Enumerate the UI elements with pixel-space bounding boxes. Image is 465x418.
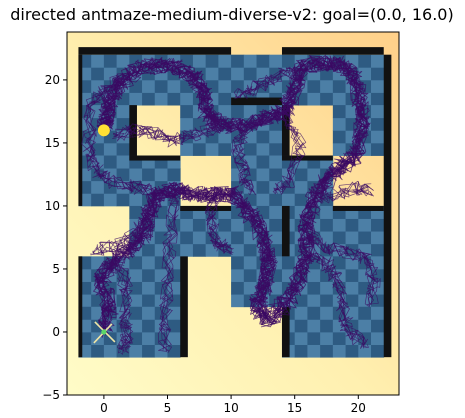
maze-wall-edge (281, 155, 333, 161)
maze-wall-edge (332, 205, 384, 211)
trajectory-line (96, 55, 371, 332)
trajectory-branch (310, 183, 374, 205)
trajectory-branch (204, 191, 232, 254)
maze-wall-edge (78, 54, 83, 206)
trajectory-branch (231, 131, 251, 190)
trajectory-branch (308, 253, 368, 348)
x-tick-label: 15 (287, 401, 302, 415)
maze-wall-edge (231, 97, 282, 106)
trajectory-branch (235, 66, 301, 100)
start-marker (101, 329, 107, 335)
x-tick-label: 5 (164, 401, 172, 415)
maze-wall-edge (281, 306, 290, 358)
y-axis: −5 0 5 10 15 20 (42, 73, 67, 402)
trajectory-branch (206, 194, 234, 254)
trajectory-branch (92, 209, 147, 254)
goal-marker (97, 124, 110, 137)
x-tick-label: 20 (351, 401, 366, 415)
trajectory-branch (96, 213, 156, 254)
trajectory-branch (275, 112, 306, 191)
trajectory-branch (233, 63, 308, 98)
trajectory-line (94, 57, 367, 325)
maze-cell (332, 205, 385, 257)
x-axis: 0 5 10 15 20 (100, 395, 366, 415)
chart-title: directed antmaze-medium-diverse-v2: goal… (10, 5, 453, 24)
y-tick-label: 10 (45, 199, 60, 213)
trajectory-branch (161, 194, 180, 353)
maze-cell (129, 256, 181, 308)
trajectory-line (94, 54, 370, 333)
x-tick-label: 10 (223, 401, 238, 415)
trajectory-branch (113, 262, 133, 354)
maze-wall-edge (383, 54, 392, 358)
maze-wall-edge (281, 47, 384, 55)
trajectory-branch (233, 130, 256, 195)
trajectory-branch (272, 113, 301, 195)
trajectory-branch (205, 195, 229, 251)
maze-wall-edge (180, 205, 232, 211)
trajectory-branch (235, 67, 299, 99)
y-tick-label: 20 (45, 73, 60, 87)
maze-wall-edge (129, 155, 181, 161)
maze-wall-edge (129, 105, 137, 156)
trajectory-branch (116, 265, 133, 351)
y-tick-label: −5 (42, 388, 60, 402)
trajectory-branch (302, 224, 379, 306)
trajectory-branch (84, 79, 161, 197)
trajectory-branch (158, 186, 178, 352)
maze-wall-edge (78, 256, 83, 358)
y-tick-label: 5 (52, 262, 60, 276)
maze-wall-edge (281, 105, 290, 156)
trajectory-branch (234, 133, 254, 192)
trajectory-branch (115, 262, 134, 355)
maze-walls (78, 47, 392, 358)
maze-wall-edge (281, 205, 290, 257)
y-tick-label: 0 (52, 325, 60, 339)
trajectory-branch (303, 221, 379, 306)
trajectory-branch (301, 222, 381, 307)
trajectory-branch (234, 64, 305, 99)
markers (93, 124, 116, 344)
trajectory-branch (303, 248, 365, 349)
y-tick-label: 15 (45, 136, 60, 150)
trajectory-branch (298, 224, 378, 305)
trajectory-branch (85, 75, 158, 196)
maze-cell (129, 306, 181, 358)
trajectory-branch (90, 209, 155, 256)
trajectory-branch (92, 208, 154, 256)
trajectory-branch (308, 181, 370, 206)
x-tick-label: 0 (100, 401, 108, 415)
trajectory-lines (81, 54, 381, 355)
trajectory-branch (303, 252, 369, 348)
trajectory-branch (311, 180, 374, 205)
trajectory-branch (113, 118, 224, 145)
plot-frame (66, 31, 400, 396)
trajectory-branch (205, 190, 233, 254)
trajectory-branch (304, 230, 379, 308)
trajectory-branch (82, 79, 160, 198)
trajectory-line (93, 56, 368, 338)
trajectory-branch (205, 193, 232, 251)
maze-wall-edge (78, 47, 232, 55)
trajectory-branch (157, 183, 177, 352)
maze-wall-edge (180, 256, 188, 358)
